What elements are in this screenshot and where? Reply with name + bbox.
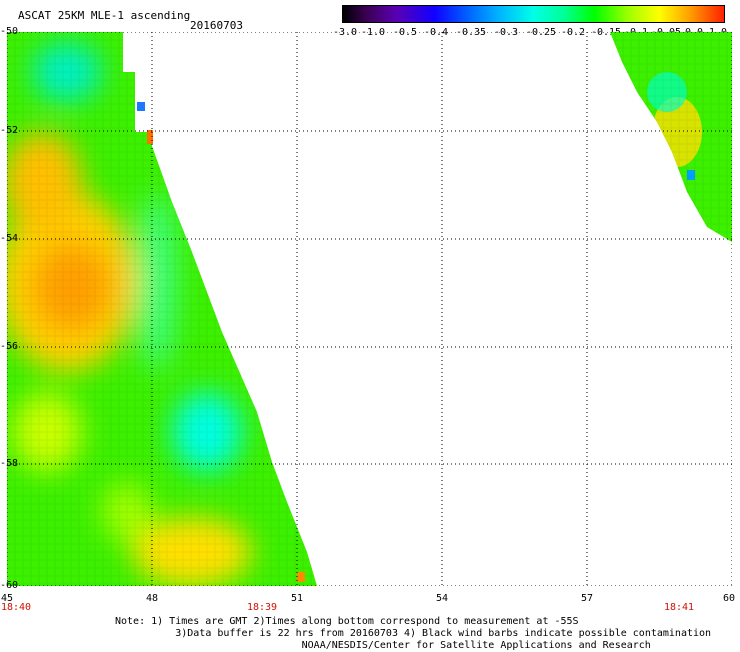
latitude-label: -58 — [0, 458, 19, 469]
longitude-label: 60 — [722, 593, 736, 604]
color-scale-label: -0.5 — [392, 27, 418, 38]
chart-title: ASCAT 25KM MLE-1 ascending — [18, 9, 191, 22]
color-scale-label: -3.0 — [332, 27, 358, 38]
footnote-line: NOAA/NESDIS/Center for Satellite Applica… — [301, 640, 651, 651]
time-label: 18:41 — [663, 602, 695, 613]
right-swath — [610, 32, 732, 242]
time-label: 18:39 — [246, 602, 278, 613]
longitude-label: 54 — [435, 593, 449, 604]
longitude-label: 48 — [145, 593, 159, 604]
footnote-line: 3)Data buffer is 22 hrs from 20160703 4)… — [175, 628, 712, 639]
color-scale-label: -0.15 — [590, 27, 622, 38]
longitude-label: 57 — [580, 593, 594, 604]
latitude-label: -50 — [0, 26, 19, 37]
longitude-label: 45 — [0, 593, 14, 604]
longitude-label: 51 — [290, 593, 304, 604]
color-scale-bar — [342, 5, 725, 23]
scatterometer-map — [7, 32, 732, 586]
footnote: Note: 1) Times are GMT 2)Times along bot… — [115, 616, 711, 652]
color-scale-label: -0.3 — [493, 27, 519, 38]
latitude-label: -54 — [0, 233, 19, 244]
latitude-label: -60 — [0, 580, 19, 591]
latitude-label: -52 — [0, 125, 19, 136]
color-scale-label: -0.25 — [525, 27, 557, 38]
footnote-line: Note: 1) Times are GMT 2)Times along bot… — [115, 616, 579, 627]
chart-date: 20160703 — [190, 19, 243, 32]
left-swath — [7, 32, 317, 586]
graticule — [7, 32, 732, 586]
time-label: 18:40 — [0, 602, 32, 613]
latitude-label: -56 — [0, 341, 19, 352]
color-scale-label: -0.2 — [560, 27, 586, 38]
color-scale-label: -1.0 — [360, 27, 386, 38]
